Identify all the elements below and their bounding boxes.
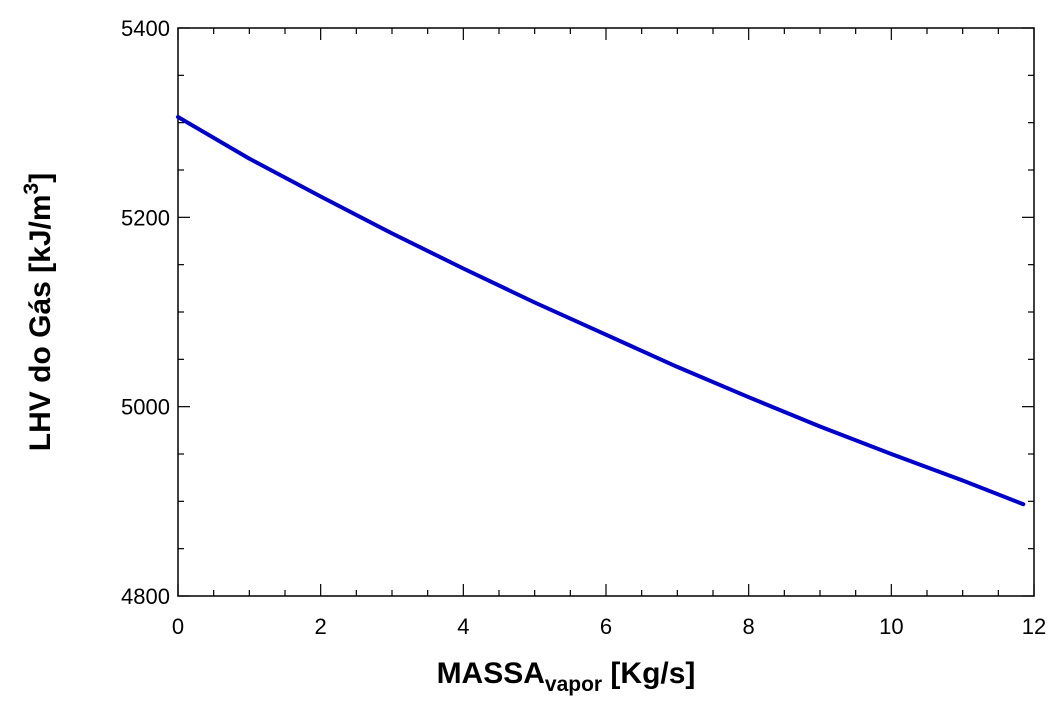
y-tick-label: 4800: [121, 584, 170, 609]
x-tick-label: 12: [1022, 614, 1046, 639]
y-tick-labels: 4800 5000 5200 5400: [121, 16, 170, 609]
y-tick-label: 5200: [121, 205, 170, 230]
x-tick-label: 4: [457, 614, 469, 639]
x-axis-title: MASSAvapor [Kg/s]: [437, 657, 696, 696]
x-tick-label: 6: [600, 614, 612, 639]
axis-ticks: [177, 27, 1035, 597]
x-tick-label: 8: [743, 614, 755, 639]
x-tick-labels: 0 2 4 6 8 10 12: [172, 614, 1046, 639]
y-axis-title: LHV do Gás [kJ/m3]: [20, 173, 57, 451]
y-tick-label: 5000: [121, 395, 170, 420]
series-line: [176, 115, 1026, 507]
series-group: [176, 115, 1026, 507]
y-tick-label: 5400: [121, 16, 170, 41]
plot-frame: [177, 27, 1035, 597]
x-tick-label: 2: [315, 614, 327, 639]
x-tick-label: 0: [172, 614, 184, 639]
x-tick-label: 10: [879, 614, 903, 639]
